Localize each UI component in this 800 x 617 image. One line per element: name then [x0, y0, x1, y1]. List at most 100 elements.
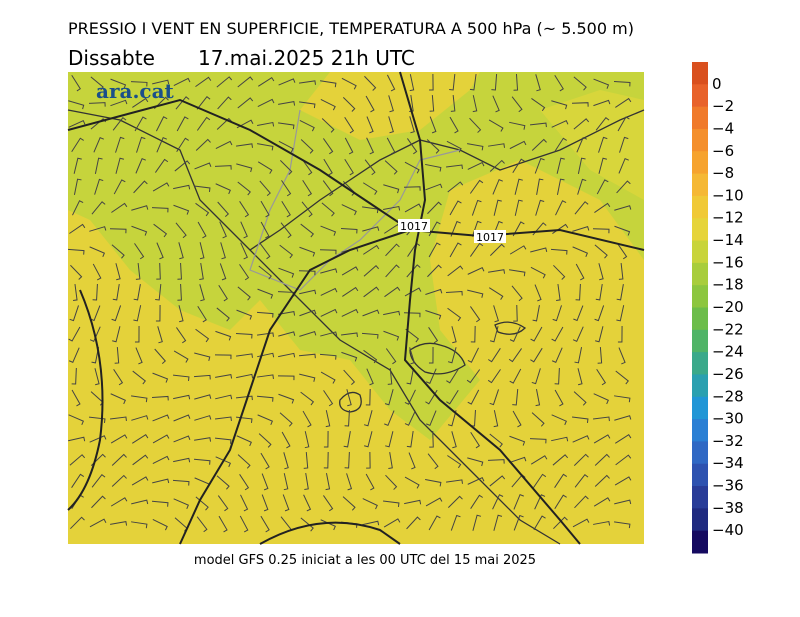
- wind-barb: [426, 410, 437, 427]
- wind-barb: [152, 478, 170, 484]
- wind-barb: [199, 263, 204, 281]
- wind-barb: [508, 348, 522, 363]
- wind-barb: [237, 76, 254, 88]
- colorbar-label: −16: [712, 253, 744, 271]
- wind-barb: [577, 178, 587, 195]
- wind-barb: [488, 119, 504, 132]
- colorbar-swatch: [692, 173, 708, 197]
- wind-barb: [469, 74, 477, 91]
- wind-barb: [258, 76, 275, 87]
- wind-barb: [469, 117, 482, 133]
- wind-barb: [218, 284, 228, 302]
- wind-barb: [173, 350, 189, 363]
- wind-barb: [156, 136, 168, 153]
- wind-barb: [193, 458, 211, 465]
- wind-barb: [325, 473, 331, 491]
- colorbar-swatch: [692, 84, 708, 108]
- colorbar-swatch: [692, 508, 708, 532]
- wind-barb: [487, 369, 501, 384]
- colorbar-label: −22: [712, 320, 744, 338]
- colorbar-label: −28: [712, 387, 744, 405]
- wind-barb: [134, 243, 145, 260]
- wind-barb: [135, 157, 146, 174]
- wind-barb: [174, 160, 191, 172]
- wind-barb: [406, 516, 421, 530]
- wind-barb: [280, 222, 292, 239]
- wind-barb: [90, 76, 104, 91]
- wind-barb: [69, 305, 79, 322]
- wind-barb: [176, 137, 189, 152]
- wind-barb: [385, 264, 400, 278]
- wind-barb: [469, 179, 484, 194]
- wind-barb: [617, 243, 628, 260]
- wind-barb: [173, 498, 189, 510]
- wind-barb: [236, 309, 253, 320]
- wind-barb: [406, 368, 414, 385]
- wind-barb: [258, 433, 272, 448]
- wind-barb: [361, 332, 379, 339]
- wind-barb: [217, 201, 230, 218]
- wind-barb: [173, 77, 191, 86]
- wind-barb: [341, 351, 358, 362]
- wind-barb: [176, 327, 187, 344]
- wind-barb: [595, 326, 604, 343]
- wind-barb: [449, 242, 462, 258]
- wind-barb: [531, 412, 545, 427]
- wind-barb: [299, 330, 317, 337]
- wind-barb: [573, 391, 587, 406]
- wind-barb: [513, 73, 519, 91]
- wind-barb: [447, 265, 464, 277]
- wind-barb: [73, 178, 82, 195]
- wind-barb: [133, 180, 148, 194]
- wind-barb: [409, 347, 415, 365]
- wind-barb: [509, 368, 522, 384]
- wind-barb: [71, 74, 81, 92]
- colorbar-label: −8: [712, 164, 734, 182]
- wind-barb: [385, 243, 400, 257]
- colorbar-label: −38: [712, 499, 744, 517]
- datetime: 17.mai.2025 21h UTC: [198, 46, 415, 70]
- wind-barb: [511, 285, 523, 302]
- wind-barb: [320, 80, 337, 88]
- wind-barb: [89, 226, 107, 232]
- wind-barb: [387, 367, 393, 385]
- wind-barb: [446, 164, 463, 170]
- wind-barb: [342, 286, 359, 297]
- colorbar-label: −30: [712, 410, 744, 428]
- wind-barb: [260, 221, 270, 239]
- wind-barb: [88, 102, 106, 107]
- wind-barb: [91, 495, 106, 509]
- footer: model GFS 0.25 iniciat a les 00 UTC del …: [194, 553, 536, 568]
- wind-barb: [71, 367, 77, 385]
- wind-barb: [384, 160, 398, 175]
- wind-barb: [429, 430, 434, 448]
- wind-barb: [155, 116, 168, 132]
- wind-barb: [386, 74, 396, 92]
- wind-barb: [449, 200, 462, 216]
- wind-barb: [428, 327, 439, 344]
- wind-barb: [533, 515, 546, 531]
- wind-barb: [154, 158, 169, 173]
- wind-barb: [304, 473, 309, 491]
- wind-barb: [470, 306, 481, 323]
- wind-barb: [217, 96, 232, 110]
- wind-barb: [259, 180, 271, 197]
- wind-barb: [493, 199, 502, 216]
- wind-barb: [216, 475, 230, 490]
- wind-barb: [115, 157, 125, 174]
- wind-barb: [320, 225, 337, 236]
- wind-barb: [298, 270, 316, 276]
- wind-barb: [300, 517, 314, 532]
- wind-barb: [493, 305, 499, 323]
- colorbar-swatch: [692, 463, 708, 487]
- wind-barb: [279, 159, 293, 175]
- wind-barb: [514, 199, 523, 216]
- wind-barb: [530, 326, 543, 342]
- wind-barb: [113, 179, 126, 195]
- wind-barb: [406, 138, 418, 155]
- wind-barb: [363, 265, 380, 277]
- wind-barb: [344, 158, 354, 176]
- wind-barb: [260, 515, 270, 533]
- colorbar-swatch: [692, 106, 708, 130]
- colorbar-label: −36: [712, 477, 744, 495]
